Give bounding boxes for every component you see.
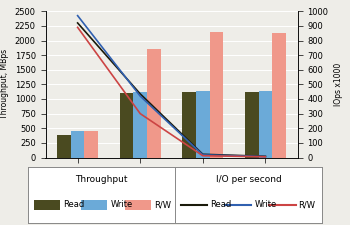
- Text: Write: Write: [110, 200, 133, 209]
- Bar: [259, 91, 272, 158]
- Y-axis label: IOps x1000: IOps x1000: [334, 63, 343, 106]
- Text: Throughput: Throughput: [75, 175, 128, 184]
- Text: Write: Write: [254, 200, 276, 209]
- Text: R/W: R/W: [299, 200, 315, 209]
- Bar: [120, 93, 133, 158]
- Bar: [34, 200, 60, 210]
- Text: I/O per second: I/O per second: [216, 175, 281, 184]
- X-axis label: Request size, bytes: Request size, bytes: [127, 182, 216, 191]
- Bar: [196, 91, 210, 158]
- Bar: [133, 92, 147, 158]
- Bar: [81, 200, 107, 210]
- Bar: [147, 49, 161, 158]
- Text: Read: Read: [63, 200, 85, 209]
- Bar: [125, 200, 152, 210]
- Bar: [57, 135, 71, 158]
- Bar: [71, 130, 84, 158]
- Bar: [84, 131, 98, 157]
- Text: Read: Read: [210, 200, 232, 209]
- Bar: [272, 34, 286, 157]
- Bar: [182, 92, 196, 158]
- Bar: [210, 32, 223, 158]
- Bar: [245, 92, 259, 158]
- Y-axis label: Throughput, MBps: Throughput, MBps: [0, 49, 9, 119]
- Text: R/W: R/W: [154, 200, 172, 209]
